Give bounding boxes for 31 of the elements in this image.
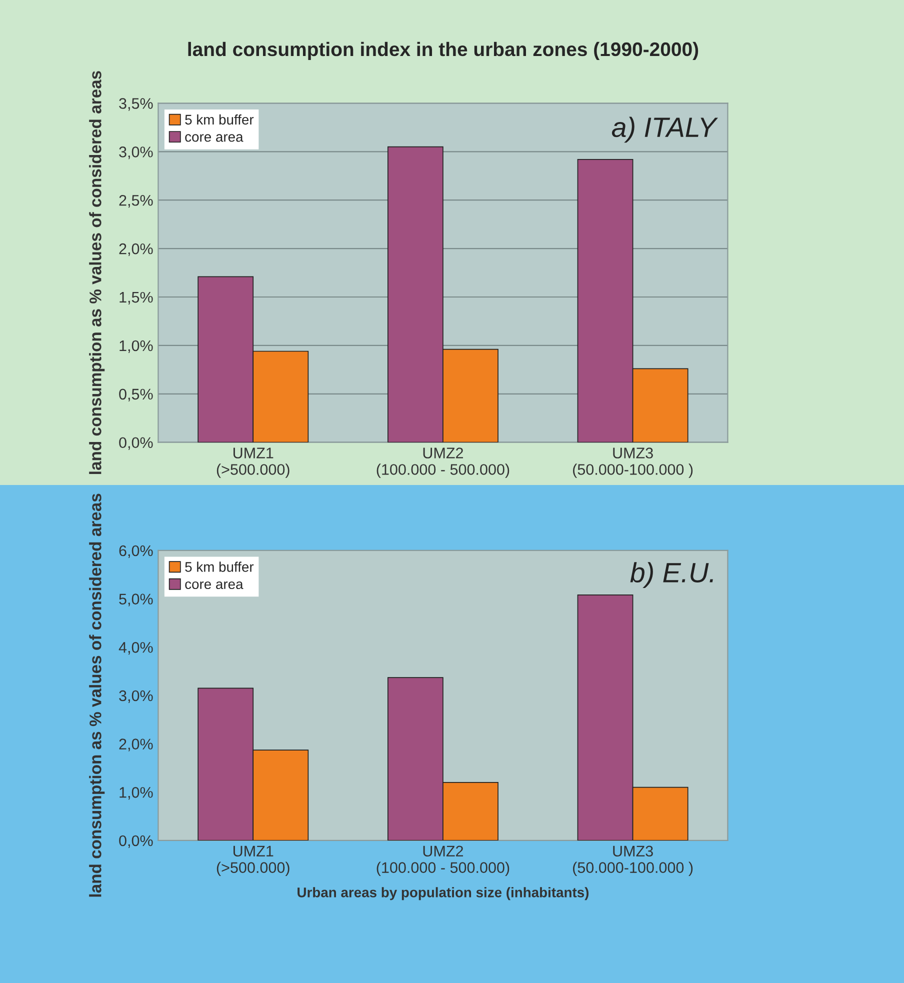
y-tick-label: 0,0% bbox=[119, 437, 153, 450]
y-tick-label: 5,0% bbox=[119, 594, 153, 606]
y-tick-label: 2,0% bbox=[119, 243, 153, 256]
legend-label: core area bbox=[185, 581, 244, 590]
y-tick-label: 2,0% bbox=[119, 738, 153, 752]
y-tick-label: 3,5% bbox=[119, 98, 153, 111]
annotation: a) ITALY bbox=[612, 116, 718, 143]
x-tick-label: UMZ2 (100.000 - 500.000) bbox=[376, 448, 510, 478]
y-tick-label: 4,0% bbox=[118, 642, 153, 655]
legend-label: 5 km buffer bbox=[185, 562, 254, 572]
y-axis-title: land consumption as % values of considered areas bbox=[89, 494, 105, 897]
y-tick-label: 2,5% bbox=[119, 194, 153, 208]
y-tick-label: 0,5% bbox=[119, 388, 153, 402]
y-tick-label: 1,0% bbox=[120, 340, 153, 353]
x-tick-label: UMZ2 (100.000 - 500.000) bbox=[376, 846, 510, 876]
x-tick-label: UMZ1 (>500.000) bbox=[216, 448, 290, 478]
legend-label: core area bbox=[185, 134, 244, 142]
y-tick-label: 3,0% bbox=[119, 146, 153, 160]
x-tick-label: UMZ3 (50.000-100.000 ) bbox=[573, 448, 693, 478]
y-tick-label: 0,0% bbox=[119, 835, 153, 848]
y-tick-label: 3,0% bbox=[119, 690, 153, 703]
x-axis-title: Urban areas by population size (inhabitants) bbox=[298, 887, 589, 900]
chart-title: land consumption index in the urban zones (1990-2000) bbox=[188, 42, 698, 60]
legend-label: 5 km buffer bbox=[185, 114, 254, 125]
y-tick-label: 1,5% bbox=[120, 292, 153, 304]
x-tick-label: UMZ1 (>500.000) bbox=[216, 846, 290, 876]
y-tick-label: 1,0% bbox=[120, 787, 153, 800]
annotation: b) E.U. bbox=[630, 562, 713, 588]
y-axis-title: land consumption as % values of considered areas bbox=[89, 71, 105, 474]
x-tick-label: UMZ3 (50.000-100.000 ) bbox=[573, 846, 693, 876]
y-tick-label: 6,0% bbox=[119, 545, 153, 558]
